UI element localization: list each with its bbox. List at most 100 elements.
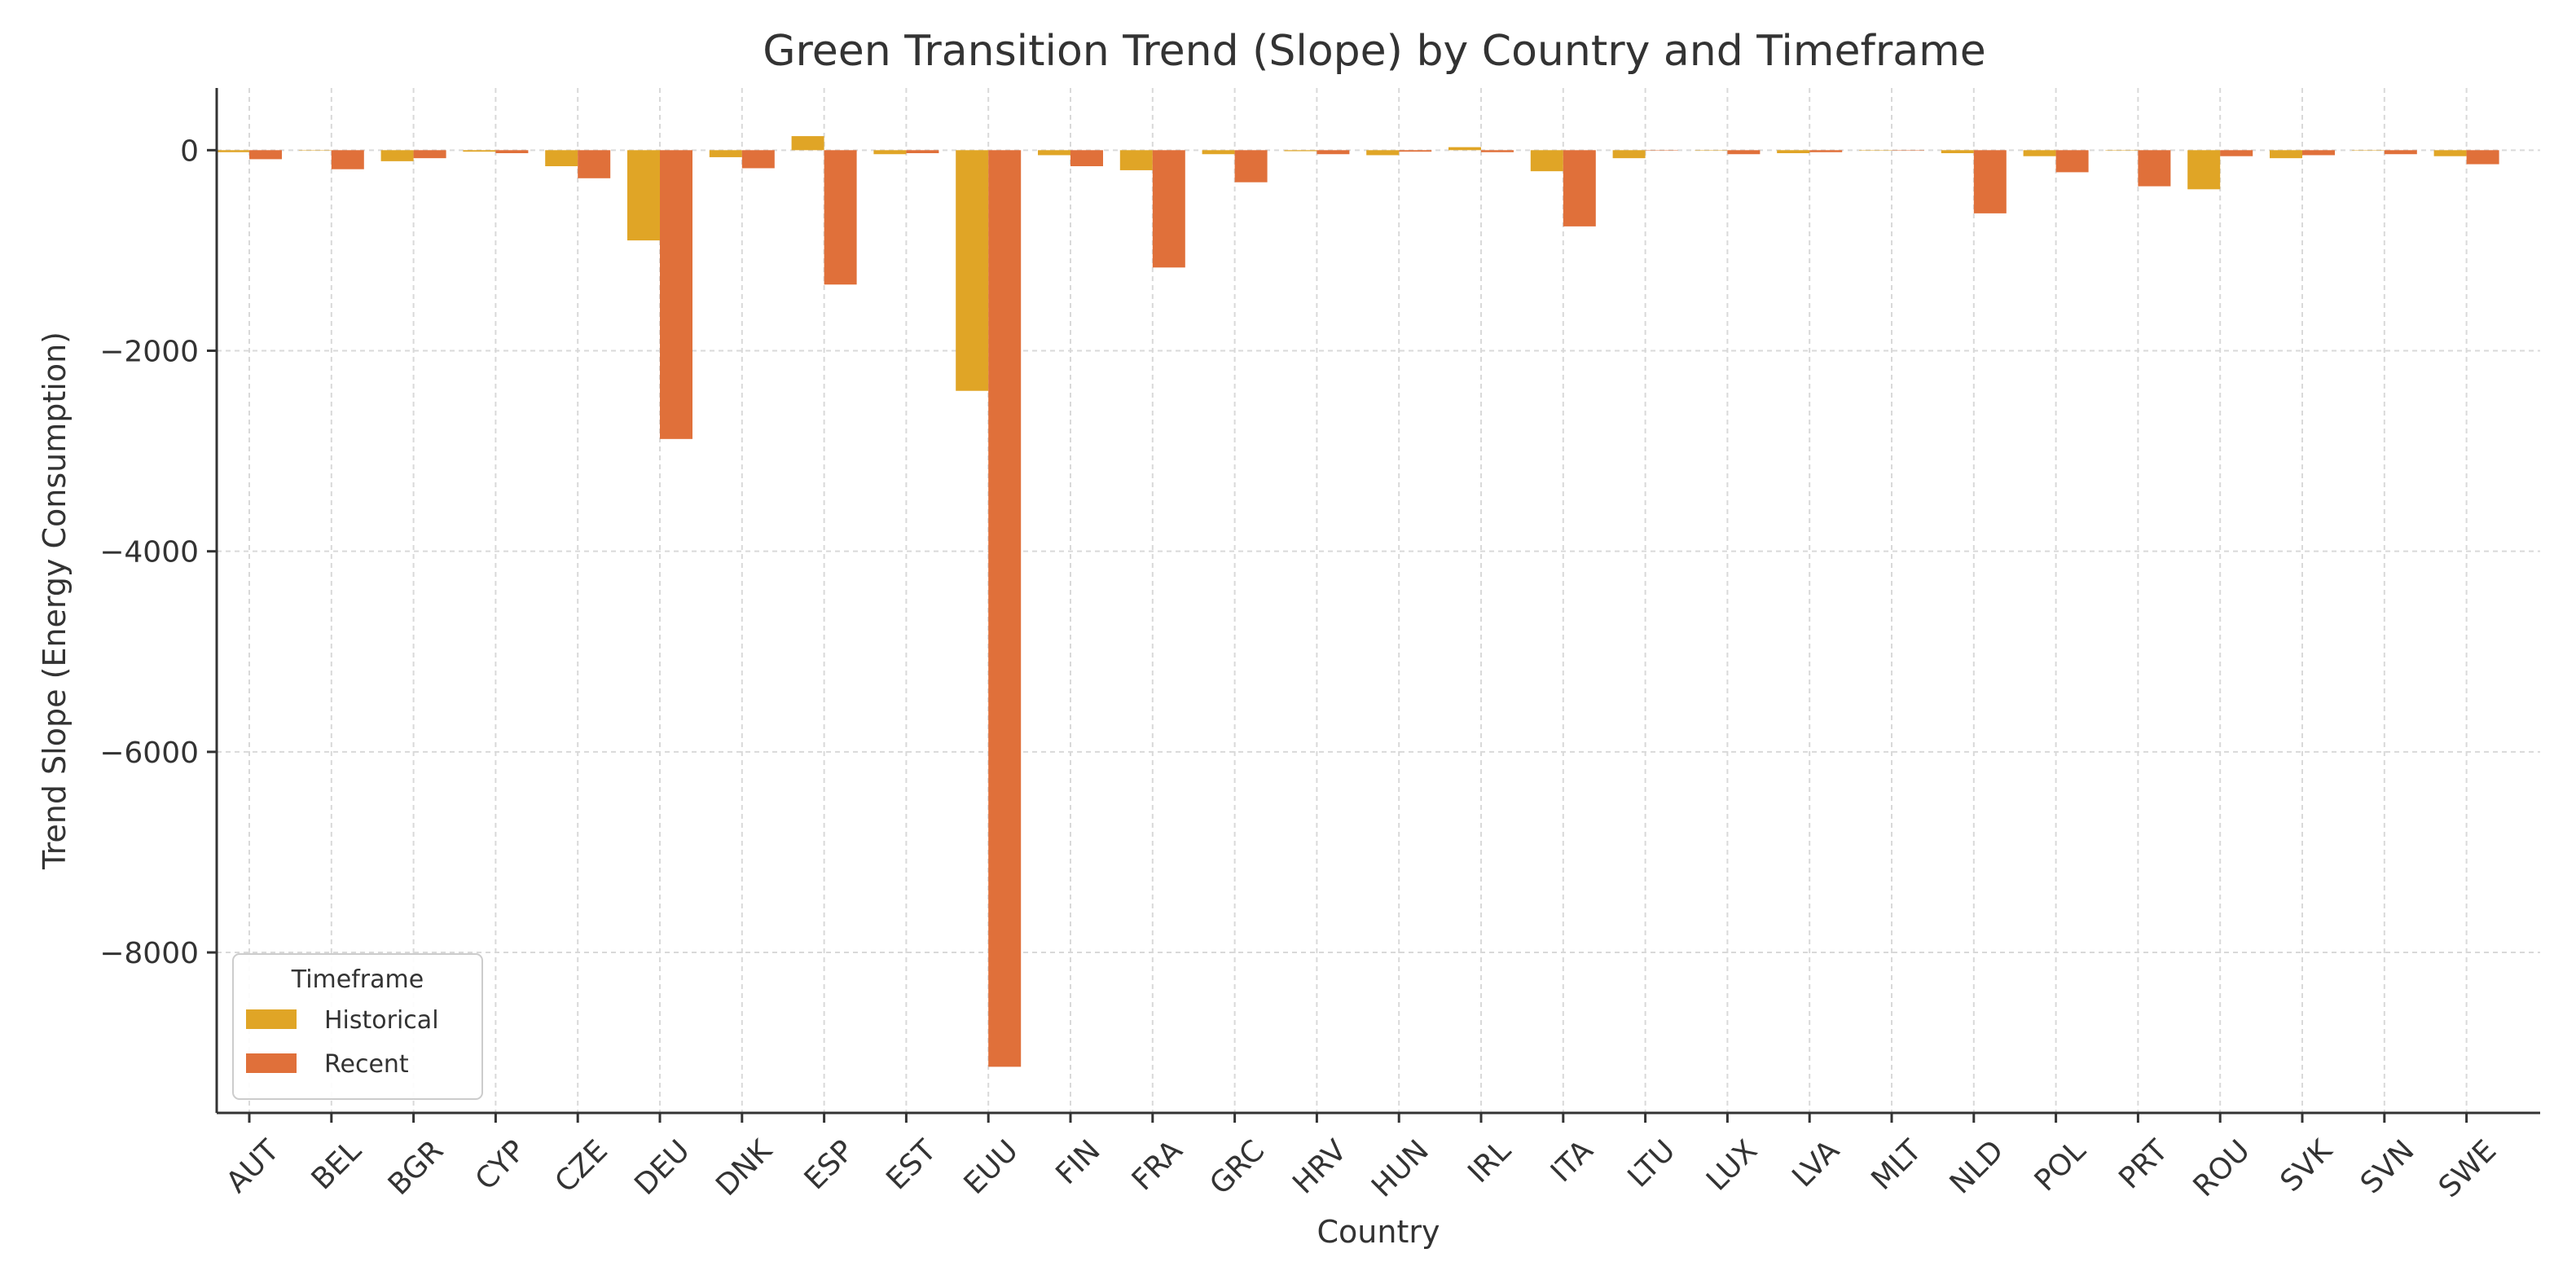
x-tick-label-svn: SVN: [2354, 1134, 2421, 1201]
chart-title: Green Transition Trend (Slope) by Countr…: [763, 27, 1985, 76]
bar-recent-pol: [2055, 150, 2089, 173]
legend-swatch-recent: [246, 1053, 297, 1073]
bar-historical-rou: [2187, 150, 2221, 190]
x-tick-label-mlt: MLT: [1866, 1133, 1929, 1197]
bar-recent-fin: [1070, 150, 1103, 167]
bar-recent-grc: [1234, 150, 1268, 182]
x-tick-label-swe: SWE: [2433, 1134, 2503, 1204]
bar-historical-bel: [298, 150, 332, 151]
x-tick-label-dnk: DNK: [710, 1133, 779, 1203]
x-tick-label-nld: NLD: [1944, 1134, 2011, 1201]
x-tick-label-hrv: HRV: [1286, 1133, 1353, 1200]
x-tick-label-pol: POL: [2029, 1134, 2093, 1198]
bar-recent-deu: [660, 150, 692, 439]
legend: Timeframe Historical Recent: [232, 953, 483, 1100]
bar-historical-deu: [627, 150, 660, 241]
bar-historical-fin: [1038, 150, 1070, 156]
bar-recent-ita: [1563, 150, 1596, 226]
bar-recent-lva: [1809, 150, 1843, 152]
legend-swatch-historical: [246, 1009, 297, 1029]
x-tick-label-fin: FIN: [1050, 1134, 1107, 1191]
bar-historical-hrv: [1284, 150, 1317, 152]
bar-historical-hun: [1366, 150, 1400, 156]
bar-historical-est: [873, 150, 907, 155]
x-tick-label-grc: GRC: [1203, 1134, 1271, 1202]
bar-recent-svn: [2384, 150, 2417, 155]
x-tick-label-irl: IRL: [1462, 1134, 1517, 1189]
x-tick-label-lva: LVA: [1786, 1133, 1846, 1194]
y-tick-label: −6000: [99, 737, 199, 770]
bar-historical-swe: [2433, 150, 2467, 156]
bar-recent-swe: [2466, 150, 2499, 165]
bar-historical-irl: [1448, 147, 1481, 151]
bar-recent-cyp: [495, 150, 529, 154]
x-tick-label-deu: DEU: [628, 1134, 696, 1202]
bar-recent-prt: [2138, 150, 2171, 187]
y-ticks: 0 −2000 −4000 −6000 −8000: [99, 134, 217, 970]
y-axis-label: Trend Slope (Energy Consumption): [37, 332, 73, 870]
bar-recent-esp: [824, 150, 857, 285]
x-axis-label: Country: [1317, 1214, 1440, 1250]
y-tick-label: 0: [180, 134, 199, 168]
bar-historical-pol: [2023, 150, 2056, 156]
bar-recent-rou: [2220, 150, 2253, 156]
bar-historical-bgr: [380, 150, 414, 161]
x-tick-label-bel: BEL: [306, 1134, 368, 1197]
bar-historical-svn: [2351, 150, 2385, 151]
bar-recent-euu: [988, 150, 1022, 1067]
legend-label-historical: Historical: [324, 1006, 439, 1035]
bar-recent-irl: [1481, 150, 1514, 152]
bar-historical-nld: [1941, 150, 1974, 154]
bar-historical-lux: [1695, 150, 1728, 151]
x-tick-label-lux: LUX: [1700, 1134, 1764, 1198]
bar-recent-hrv: [1317, 150, 1350, 155]
bars-layer: [217, 136, 2499, 1067]
bar-recent-mlt: [1892, 150, 1924, 151]
y-tick-label: −2000: [99, 336, 199, 369]
bar-recent-hun: [1399, 150, 1432, 152]
bar-recent-svk: [2302, 150, 2335, 156]
legend-label-recent: Recent: [324, 1050, 409, 1079]
bar-historical-ita: [1530, 150, 1563, 172]
bar-recent-aut: [249, 150, 282, 160]
bar-historical-ltu: [1612, 150, 1646, 159]
bar-historical-fra: [1119, 150, 1153, 170]
bar-historical-euu: [956, 150, 989, 391]
x-tick-label-aut: AUT: [220, 1133, 286, 1199]
bar-historical-esp: [791, 136, 824, 151]
x-tick-label-bgr: BGR: [382, 1134, 450, 1202]
x-tick-label-svk: SVK: [2274, 1133, 2339, 1198]
y-tick-label: −8000: [99, 937, 199, 970]
x-tick-label-prt: PRT: [2112, 1133, 2174, 1195]
y-tick-label: −4000: [99, 536, 199, 569]
legend-title: Timeframe: [291, 965, 424, 994]
bar-historical-dnk: [709, 150, 742, 157]
x-tick-label-fra: FRA: [1126, 1133, 1189, 1197]
x-tick-label-euu: EUU: [958, 1134, 1025, 1201]
bar-historical-lva: [1777, 150, 1810, 154]
x-tick-label-cze: CZE: [549, 1134, 614, 1199]
bar-recent-bel: [331, 150, 364, 169]
bar-recent-ltu: [1645, 150, 1678, 151]
bar-historical-grc: [1202, 150, 1235, 155]
bar-recent-dnk: [741, 150, 775, 169]
bar-recent-bgr: [413, 150, 446, 159]
bar-recent-nld: [1973, 150, 2007, 213]
bar-historical-svk: [2270, 150, 2302, 159]
x-tick-label-ita: ITA: [1545, 1133, 1600, 1189]
bar-recent-est: [906, 150, 939, 154]
x-tick-label-est: EST: [880, 1133, 943, 1196]
bar-recent-lux: [1727, 150, 1761, 155]
bar-historical-cze: [545, 150, 578, 167]
bar-historical-aut: [217, 150, 249, 152]
x-tick-label-esp: ESP: [798, 1134, 861, 1197]
bar-historical-prt: [2105, 150, 2139, 151]
x-tick-label-ltu: LTU: [1621, 1134, 1681, 1194]
bar-recent-cze: [578, 150, 611, 178]
x-tick-label-hun: HUN: [1365, 1134, 1435, 1204]
bar-recent-fra: [1152, 150, 1185, 268]
bar-historical-mlt: [1859, 150, 1892, 151]
x-tick-label-rou: ROU: [2187, 1134, 2257, 1203]
